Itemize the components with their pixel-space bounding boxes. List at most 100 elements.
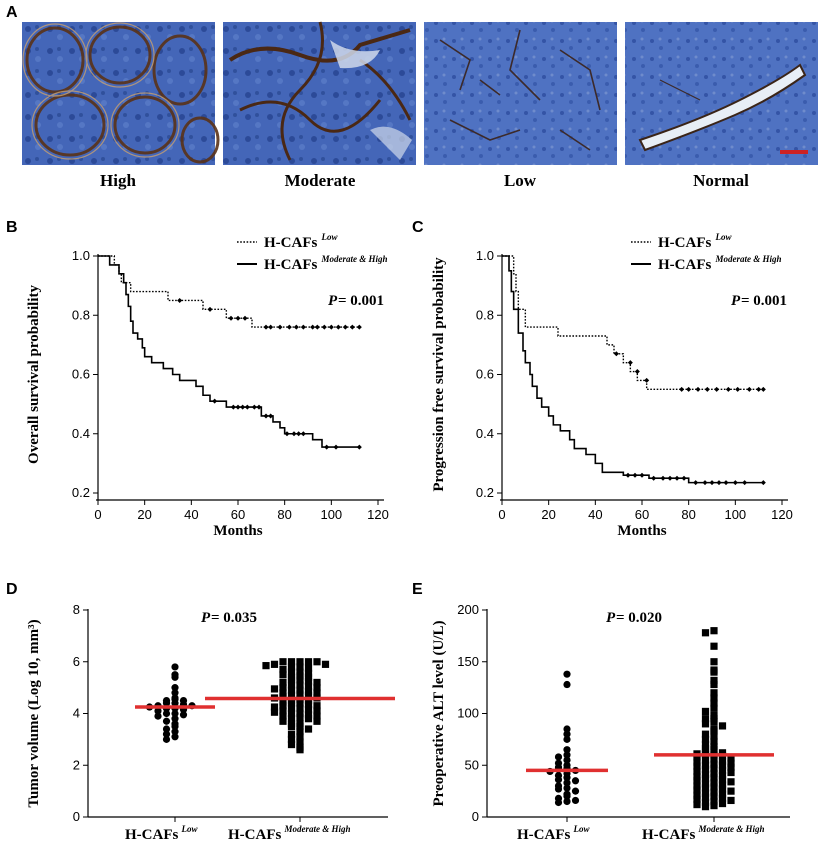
data-point [287,715,296,723]
x-tick-label: 60 [635,507,649,522]
group-superscript: Moderate & High [283,824,350,834]
data-point [304,664,313,672]
y-tick-label: 0.6 [72,367,90,382]
data-point [710,737,718,746]
data-point [162,735,171,743]
censor-mark [291,431,297,437]
censor-mark [714,386,720,392]
data-point [563,779,571,787]
legend-label: H-CAFs [658,235,711,251]
data-point [571,787,580,795]
data-point [710,797,718,806]
micrograph-moderate [223,21,416,165]
p-value-prefix: P [328,293,338,309]
data-point [718,799,727,808]
data-point [701,765,710,773]
censor-mark [746,386,752,392]
data-point [727,763,735,771]
censor-mark [693,480,699,486]
censor-mark [310,324,316,330]
y-tick-label: 2 [73,757,80,772]
data-point [693,782,701,790]
panel-label: B [6,219,18,236]
censor-mark [627,360,633,366]
panel-c-progression-free-survival: C 0.2 0.4 0.6 0.8 1.0 0 20 40 60 80 100 120 Months Pro… [412,219,793,539]
x-tick-label: 120 [367,507,389,522]
data-point [718,722,727,730]
data-point [710,658,718,666]
data-point [171,709,179,718]
censor-mark [300,324,306,330]
data-point [718,772,727,780]
y-tick-label: 1.0 [72,248,90,263]
data-point [571,796,580,805]
data-point [554,776,563,784]
data-point [563,680,571,689]
data-point [563,725,571,733]
data-point [287,722,296,731]
data-point [563,751,571,759]
data-point [171,689,179,697]
censor-mark [625,472,631,478]
y-tick-label: 0.8 [476,307,494,322]
data-point [718,761,727,769]
group-label: H-CAFs [125,827,178,843]
data-point [296,709,304,718]
data-point [701,770,710,779]
data-point [693,767,701,776]
data-point [710,699,718,707]
series-line-moderate-high [98,255,360,448]
legend-superscript: Moderate & High [320,254,387,264]
x-tick-label: 20 [137,507,151,522]
censor-mark [277,324,283,330]
data-point [296,713,304,721]
data-point [304,715,313,723]
censor-mark [263,413,269,419]
data-point [701,756,710,764]
data-point [296,668,304,676]
data-point [162,709,171,718]
censor-mark [328,324,334,330]
data-point [304,669,313,677]
data-point [718,785,727,793]
data-point [563,746,571,754]
p-value-prefix: P [606,610,616,626]
censor-mark [296,431,302,437]
y-tick-label: 0.4 [476,426,494,441]
y-tick-label: 0.8 [72,307,90,322]
data-point [304,691,313,699]
p-value: = 0.020 [616,610,662,626]
data-point [279,712,287,720]
caption-low: Low [504,171,537,190]
panel-label: C [412,219,424,236]
panel-e-alt-level: E 0 50 100 150 200 Preoperative ALT level (U/L… [412,581,790,843]
censor-mark [639,472,645,478]
data-point [701,775,710,783]
panel-label: E [412,581,423,598]
censor-mark [634,369,640,375]
data-point [693,773,701,781]
data-point [296,733,304,741]
data-point [718,757,727,765]
p-value: = 0.035 [211,610,257,626]
data-point [296,746,304,754]
data-point [693,800,701,809]
data-point [171,684,179,692]
censor-mark [644,377,650,383]
data-point [710,680,718,689]
data-point [304,696,313,705]
legend-superscript: Low [714,232,732,242]
censor-mark [356,324,362,330]
censor-mark [725,386,731,392]
data-point [304,658,313,666]
data-point [701,784,710,792]
censor-mark [742,480,748,486]
censor-mark [735,386,741,392]
censor-mark [732,480,738,486]
y-tick-label: 50 [465,757,479,772]
y-tick-label: 0.2 [476,485,494,500]
censor-mark [760,386,766,392]
data-point [710,704,718,712]
data-point [296,699,304,707]
data-point [313,689,321,697]
